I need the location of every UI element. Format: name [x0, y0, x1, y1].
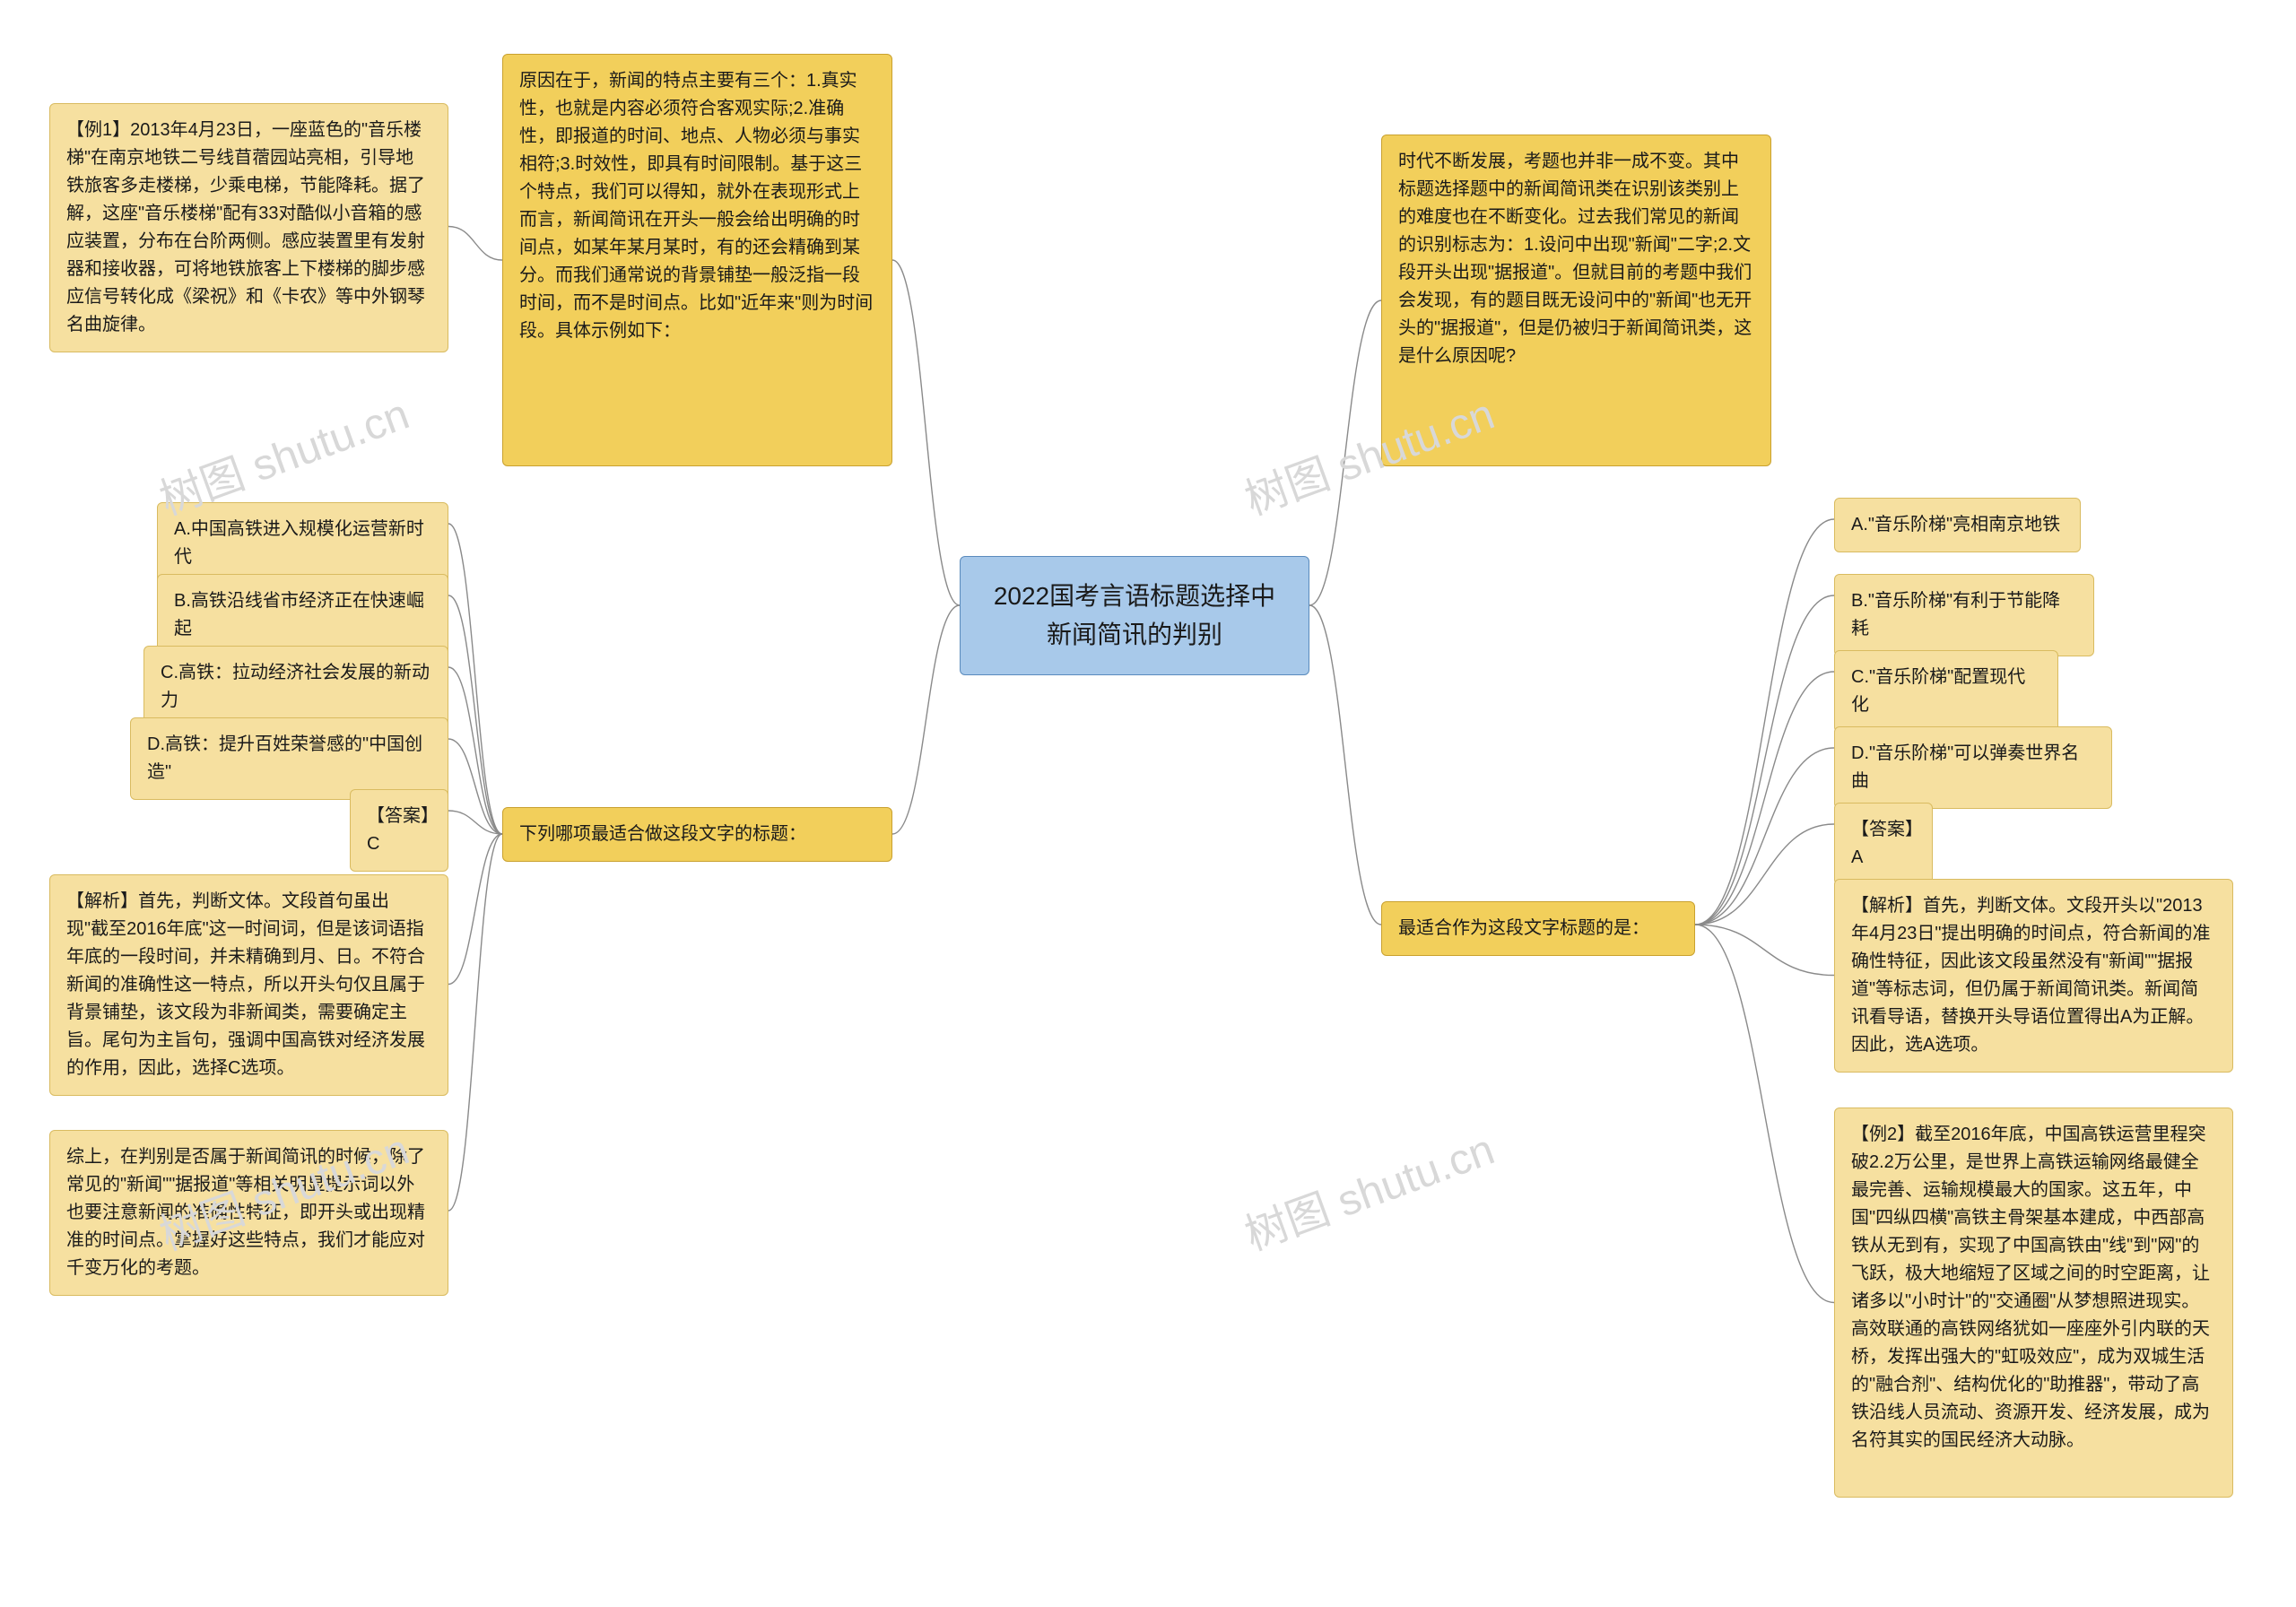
left-child-l2a: A.中国高铁进入规模化运营新时代 — [157, 502, 448, 585]
right-branch-r2: 最适合作为这段文字标题的是： — [1381, 901, 1695, 956]
right-child-r2c: C."音乐阶梯"配置现代化 — [1834, 650, 2058, 733]
right-child-r2b: B."音乐阶梯"有利于节能降耗 — [1834, 574, 2094, 656]
left-child-l2c: C.高铁：拉动经济社会发展的新动力 — [144, 646, 448, 728]
right-child-r2g: 【例2】截至2016年底，中国高铁运营里程突破2.2万公里，是世界上高铁运输网络… — [1834, 1108, 2233, 1498]
left-child-l2e: 【答案】C — [350, 789, 448, 872]
left-child-l2f: 【解析】首先，判断文体。文段首句虽出现"截至2016年底"这一时间词，但是该词语… — [49, 874, 448, 1096]
left-child-l1a: 【例1】2013年4月23日，一座蓝色的"音乐楼梯"在南京地铁二号线苜蓿园站亮相… — [49, 103, 448, 352]
right-child-r2a: A."音乐阶梯"亮相南京地铁 — [1834, 498, 2081, 552]
watermark: 树图 shutu.cn — [1235, 1114, 1501, 1262]
right-branch-r1: 时代不断发展，考题也并非一成不变。其中标题选择题中的新闻简讯类在识别该类别上的难… — [1381, 135, 1771, 466]
right-child-r2e: 【答案】A — [1834, 803, 1933, 885]
left-child-l2d: D.高铁：提升百姓荣誉感的"中国创造" — [130, 717, 448, 800]
left-branch-l1: 原因在于，新闻的特点主要有三个：1.真实性，也就是内容必须符合客观实际;2.准确… — [502, 54, 892, 466]
left-branch-l2: 下列哪项最适合做这段文字的标题： — [502, 807, 892, 862]
left-child-l2g: 综上，在判别是否属于新闻简讯的时候，除了常见的"新闻""据报道"等相关明显提示词… — [49, 1130, 448, 1296]
right-child-r2d: D."音乐阶梯"可以弹奏世界名曲 — [1834, 726, 2112, 809]
left-child-l2b: B.高铁沿线省市经济正在快速崛起 — [157, 574, 448, 656]
right-child-r2f: 【解析】首先，判断文体。文段开头以"2013年4月23日"提出明确的时间点，符合… — [1834, 879, 2233, 1073]
center-node: 2022国考言语标题选择中新闻简讯的判别 — [960, 556, 1309, 675]
